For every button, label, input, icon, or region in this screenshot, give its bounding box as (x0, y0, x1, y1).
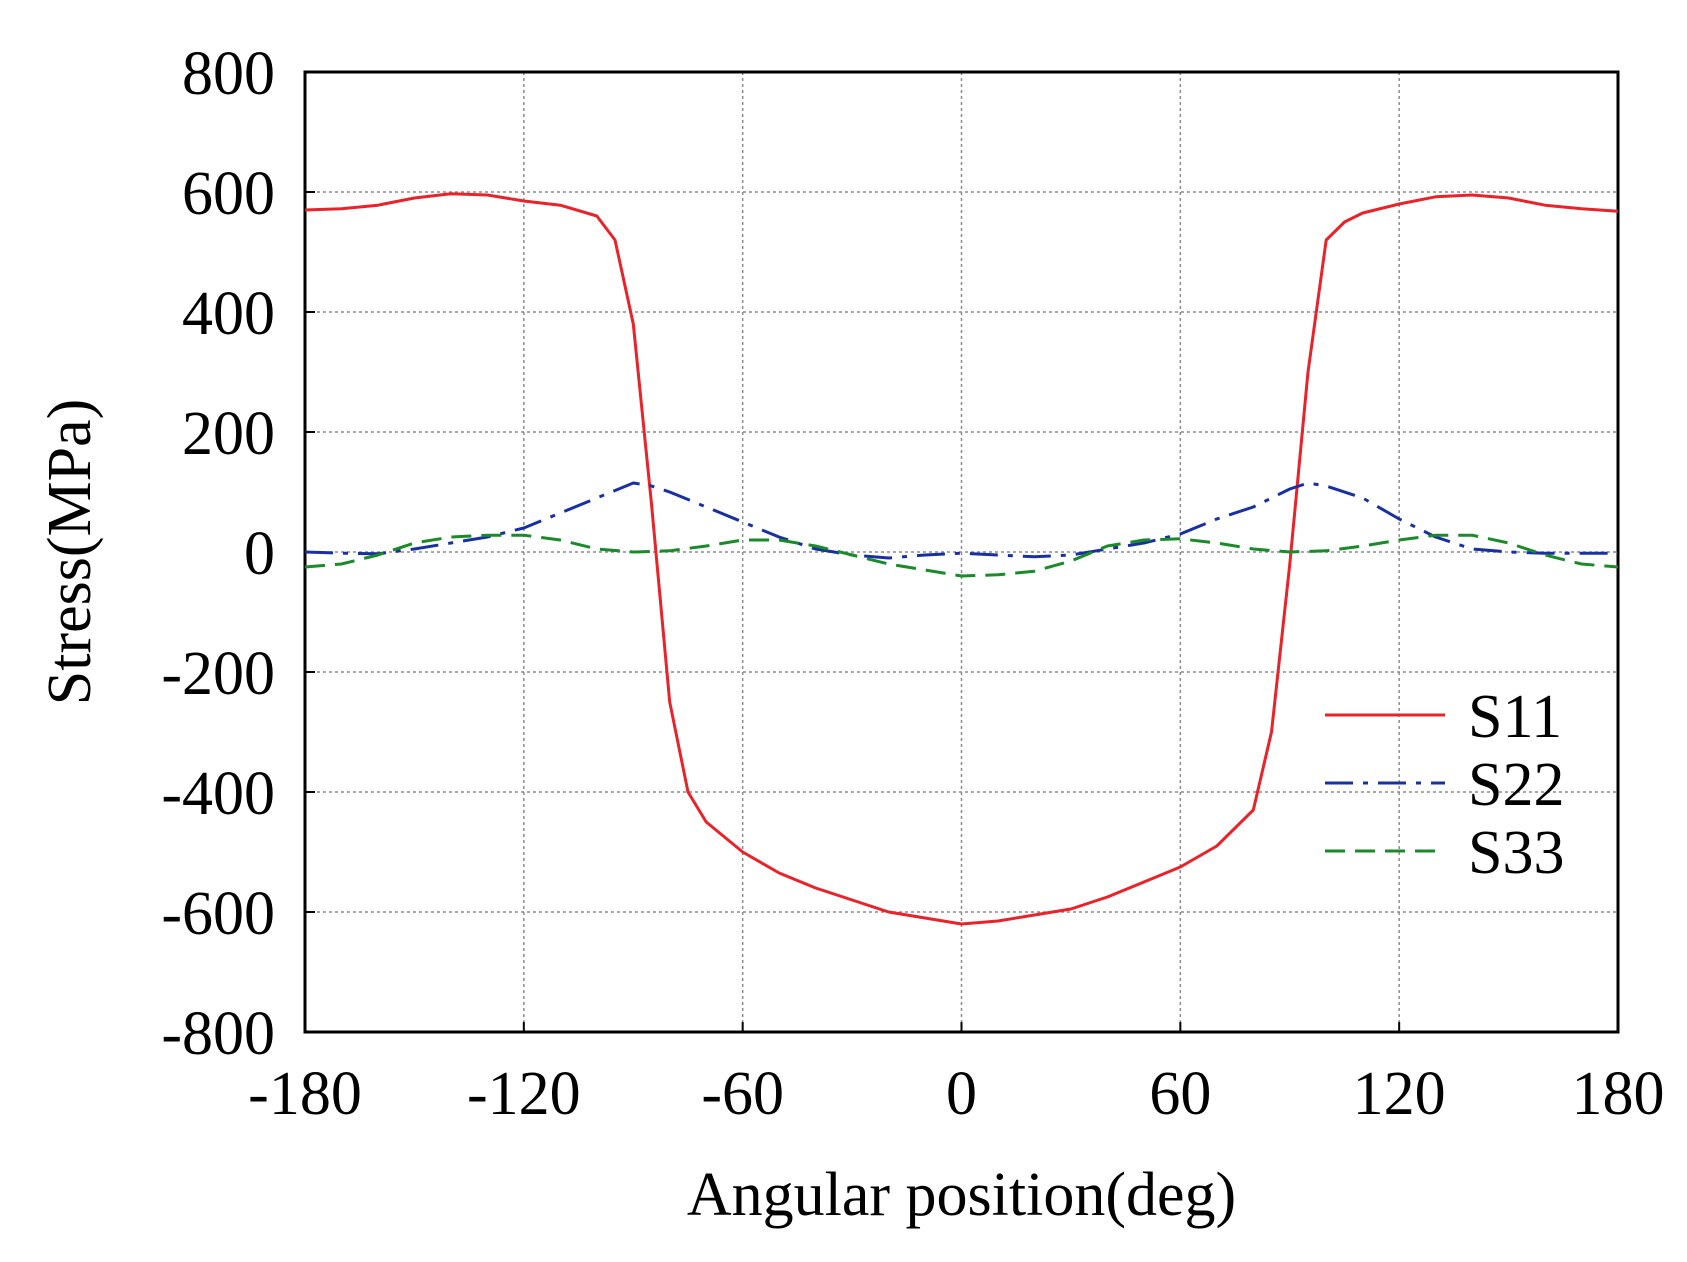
y-tick-label: 400 (182, 280, 275, 348)
series (304, 192, 1619, 926)
x-tick-label: -120 (467, 1060, 581, 1128)
y-tick-label: -800 (161, 1000, 275, 1068)
y-tick-label: -400 (161, 760, 275, 828)
legend-label-s11: S11 (1468, 683, 1562, 751)
series-line-s11 (304, 192, 1619, 926)
y-tick-label: 600 (182, 160, 275, 228)
y-axis-ticks: -800 -600 -400 -200 0 200 400 600 800 (161, 40, 315, 1068)
x-tick-label: 0 (946, 1060, 977, 1128)
x-tick-label: -180 (248, 1060, 362, 1128)
x-axis-ticks: -180 -120 -60 0 60 120 180 (248, 1022, 1665, 1128)
series-line-s22 (304, 481, 1618, 560)
x-axis-label: Angular position(deg) (687, 1161, 1236, 1229)
x-tick-label: 60 (1149, 1060, 1211, 1128)
grid (305, 72, 1618, 1032)
y-tick-label: 800 (182, 40, 275, 108)
y-axis-label: Stress(MPa) (36, 399, 104, 706)
x-tick-label: -60 (701, 1060, 784, 1128)
y-tick-label: -600 (161, 880, 275, 948)
x-tick-label: 120 (1353, 1060, 1446, 1128)
legend-label-s33: S33 (1468, 819, 1564, 887)
legend-label-s22: S22 (1468, 751, 1564, 819)
y-tick-label: -200 (161, 640, 275, 708)
y-tick-label: 200 (182, 400, 275, 468)
x-tick-label: 180 (1572, 1060, 1665, 1128)
series-line-s33 (304, 533, 1619, 578)
y-tick-label: 0 (244, 520, 275, 588)
